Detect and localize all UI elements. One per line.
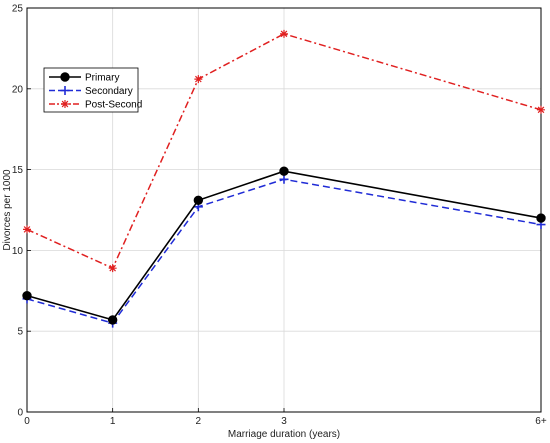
data-point (107, 315, 118, 325)
data-point (108, 264, 117, 273)
legend: Primary Secondary Post-Second (43, 67, 142, 113)
x-tick-label: 3 (281, 416, 287, 427)
data-point (23, 225, 31, 234)
data-point (279, 166, 289, 176)
x-tick-label: 6+ (535, 416, 547, 427)
y-axis-label: Divorces per 1000 (2, 169, 13, 251)
data-point (193, 195, 204, 206)
series-primary (22, 166, 546, 325)
axis-ticks: 0 1 2 3 6+ 0 5 10 15 20 25 (12, 4, 547, 428)
data-point (279, 174, 289, 184)
legend-label: Post-Second (85, 100, 142, 111)
legend-label: Primary (85, 73, 119, 84)
legend-marker (60, 72, 70, 82)
x-tick-label: 1 (110, 416, 116, 427)
x-tick-label: 2 (196, 416, 202, 427)
x-axis-label: Marriage duration (years) (228, 429, 340, 440)
y-tick-label: 20 (12, 84, 24, 95)
y-tick-label: 15 (12, 165, 24, 176)
y-tick-label: 25 (12, 4, 24, 15)
legend-marker (61, 100, 69, 108)
x-tick-label: 0 (24, 416, 30, 427)
series-post-second (23, 29, 545, 273)
data-point (280, 29, 288, 38)
y-tick-label: 5 (17, 327, 23, 338)
data-point (22, 290, 32, 301)
y-tick-label: 0 (17, 408, 23, 419)
series-layer (22, 29, 546, 328)
data-point (194, 75, 203, 84)
y-tick-label: 10 (12, 246, 24, 257)
legend-marker (60, 86, 70, 95)
data-point (536, 213, 546, 223)
data-point (537, 105, 545, 114)
legend-label: Secondary (85, 86, 133, 97)
